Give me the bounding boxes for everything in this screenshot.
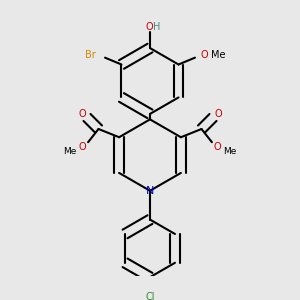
Text: Br: Br	[85, 50, 96, 61]
Text: H: H	[153, 22, 161, 32]
Text: O: O	[214, 109, 222, 119]
Text: O: O	[200, 50, 208, 61]
Text: N: N	[146, 186, 154, 196]
Text: O: O	[146, 22, 153, 32]
Text: O: O	[78, 109, 86, 119]
Text: O: O	[214, 142, 221, 152]
Text: Me: Me	[224, 147, 237, 156]
Text: Me: Me	[211, 50, 225, 61]
Text: Me: Me	[63, 147, 76, 156]
Text: Cl: Cl	[145, 292, 155, 300]
Text: O: O	[79, 142, 86, 152]
